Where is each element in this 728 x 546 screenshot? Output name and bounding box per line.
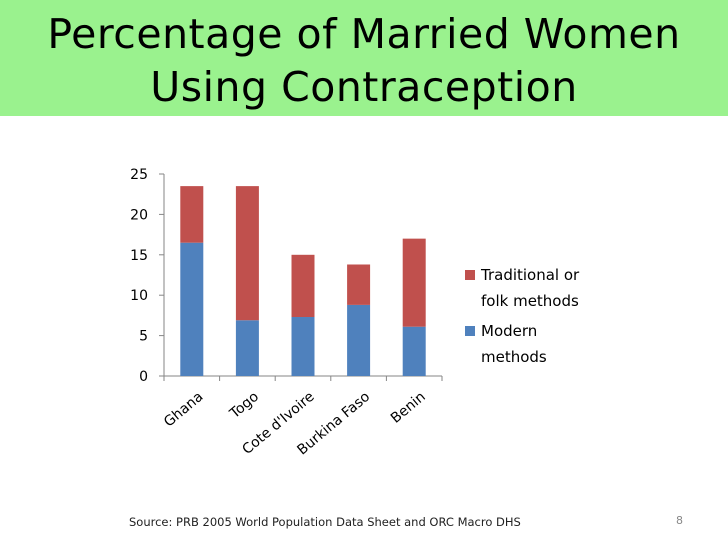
title-band: Percentage of Married Women Using Contra… <box>0 0 728 116</box>
y-tick-label: 5 <box>139 329 148 345</box>
legend-label: folk methods <box>481 292 579 310</box>
bar-traditional-burkina-faso <box>347 264 371 305</box>
legend-swatch-modern <box>465 326 475 336</box>
legend-label: methods <box>481 348 547 366</box>
bar-modern-burkina-faso <box>347 304 371 376</box>
legend-swatch-traditional <box>465 270 475 280</box>
legend-label: Modern <box>481 322 537 340</box>
bar-modern-cote-d-ivoire <box>291 317 315 376</box>
x-category-label: Ghana <box>161 389 206 431</box>
bar-traditional-cote-d-ivoire <box>291 254 315 318</box>
bar-traditional-togo <box>235 186 259 321</box>
y-tick-label: 25 <box>130 167 148 183</box>
y-tick-label: 15 <box>130 248 148 264</box>
x-category-label: Benin <box>388 389 429 427</box>
x-category-label: Togo <box>226 389 262 423</box>
bar-modern-ghana <box>180 242 204 376</box>
source-note: Source: PRB 2005 World Population Data S… <box>129 515 521 529</box>
y-tick-label: 20 <box>130 207 148 223</box>
y-tick-label: 10 <box>130 288 148 304</box>
slide-title-line-2: Using Contraception <box>150 63 578 111</box>
bar-traditional-ghana <box>180 186 204 243</box>
slide-number: 8 <box>676 514 683 527</box>
bar-modern-togo <box>235 320 259 376</box>
slide-title-line-1: Percentage of Married Women <box>47 10 681 58</box>
bar-modern-benin <box>402 326 426 376</box>
y-tick-label: 0 <box>139 369 148 385</box>
bar-traditional-benin <box>402 238 426 327</box>
legend-label: Traditional or <box>480 266 580 284</box>
